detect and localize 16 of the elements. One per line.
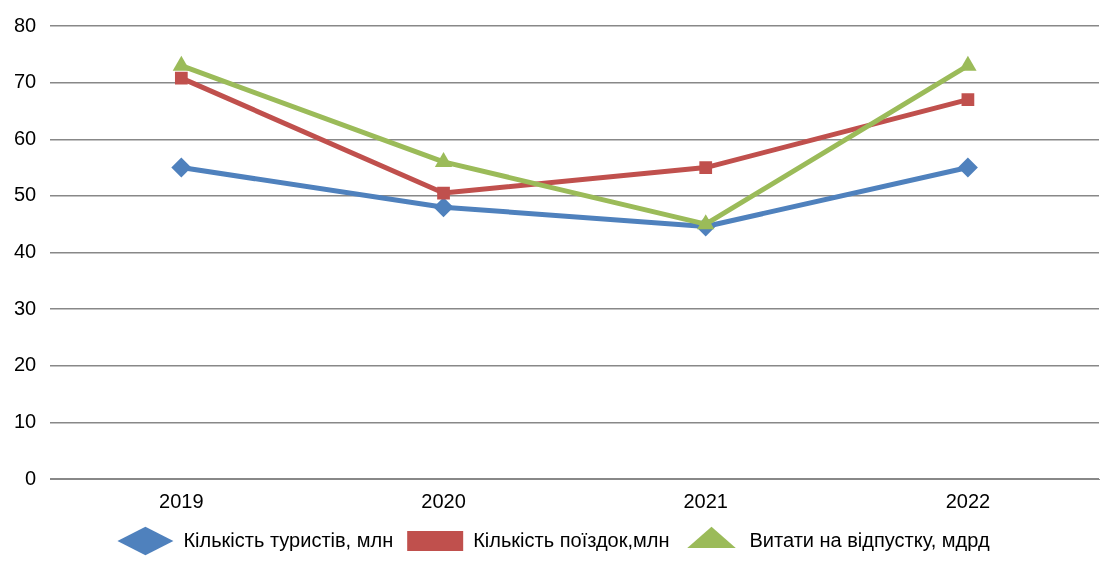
legend-label: Кількість поїздок,млн <box>473 528 670 551</box>
y-tick-label: 80 <box>14 13 37 36</box>
legend-label: Витати на відпустку, мдрд <box>749 528 990 551</box>
y-tick-label: 70 <box>14 70 37 93</box>
x-tick-label: 2020 <box>421 489 466 512</box>
y-tick-label: 60 <box>14 126 37 149</box>
y-tick-label: 20 <box>14 353 37 376</box>
legend-label: Кількість туристів, млн <box>183 528 394 551</box>
x-tick-label: 2021 <box>683 489 728 512</box>
x-tick-label: 2022 <box>945 489 991 512</box>
y-tick-label: 10 <box>14 409 37 432</box>
y-tick-label: 50 <box>14 183 37 206</box>
y-tick-label: 30 <box>14 296 37 319</box>
x-tick-label: 2019 <box>159 489 204 512</box>
y-tick-label: 0 <box>25 466 37 489</box>
y-tick-label: 40 <box>14 240 37 263</box>
